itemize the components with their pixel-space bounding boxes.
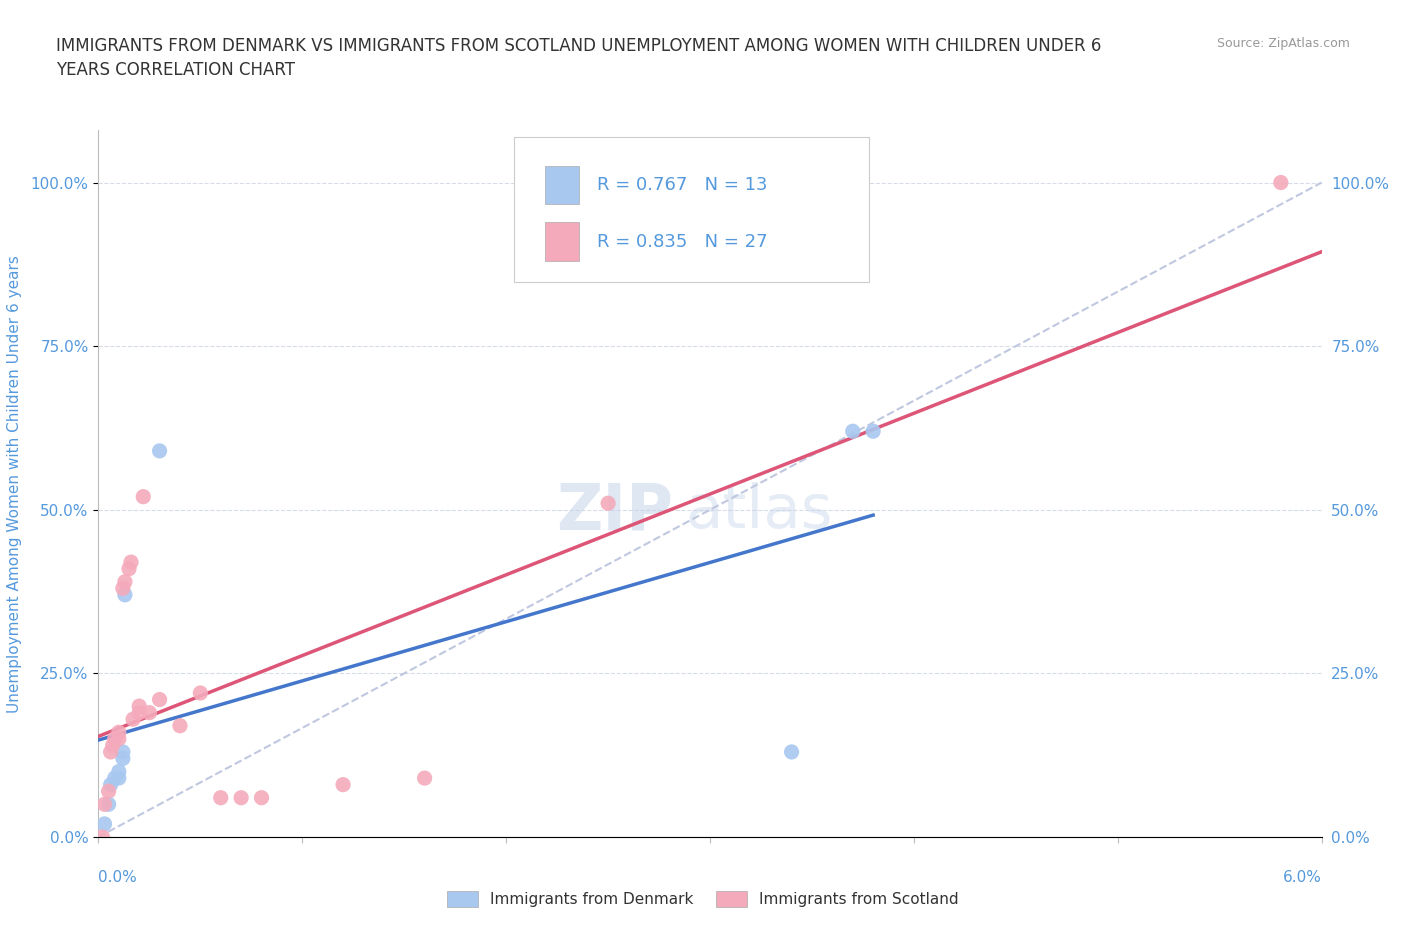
Point	[100, 745, 122, 760]
Point	[93, 797, 115, 812]
Point	[118, 561, 141, 576]
Text: 6.0%: 6.0%	[1282, 870, 1322, 884]
Point	[128, 698, 150, 713]
Text: R = 0.835   N = 27: R = 0.835 N = 27	[598, 232, 768, 251]
Point	[97, 797, 120, 812]
Point	[598, 496, 620, 511]
Point	[780, 745, 803, 760]
Point	[108, 771, 131, 786]
Point	[93, 817, 115, 831]
Point	[111, 581, 134, 596]
Point	[138, 705, 160, 720]
Point	[169, 718, 191, 733]
Point	[100, 777, 122, 792]
Text: IMMIGRANTS FROM DENMARK VS IMMIGRANTS FROM SCOTLAND UNEMPLOYMENT AMONG WOMEN WIT: IMMIGRANTS FROM DENMARK VS IMMIGRANTS FR…	[56, 37, 1102, 79]
FancyBboxPatch shape	[515, 138, 869, 282]
Point	[132, 489, 155, 504]
Text: atlas: atlas	[686, 483, 834, 541]
Point	[97, 784, 120, 799]
Point	[114, 575, 136, 590]
Point	[332, 777, 354, 792]
Legend: Immigrants from Denmark, Immigrants from Scotland: Immigrants from Denmark, Immigrants from…	[441, 884, 965, 913]
Point	[209, 790, 232, 805]
Point	[250, 790, 273, 805]
Y-axis label: Unemployment Among Women with Children Under 6 years: Unemployment Among Women with Children U…	[7, 255, 22, 712]
Point	[108, 731, 131, 746]
Text: Source: ZipAtlas.com: Source: ZipAtlas.com	[1216, 37, 1350, 50]
Point	[149, 692, 172, 707]
Point	[413, 771, 436, 786]
FancyBboxPatch shape	[546, 222, 579, 261]
Point	[108, 724, 131, 739]
Point	[231, 790, 253, 805]
Point	[108, 764, 131, 779]
Point	[111, 751, 134, 766]
Point	[104, 731, 127, 746]
Point	[149, 444, 172, 458]
Point	[122, 711, 145, 726]
Point	[1270, 175, 1292, 190]
Text: R = 0.767   N = 13: R = 0.767 N = 13	[598, 177, 768, 194]
Point	[101, 737, 124, 752]
Point	[91, 830, 114, 844]
Point	[188, 685, 212, 700]
Point	[120, 554, 142, 569]
Text: ZIP: ZIP	[557, 481, 673, 543]
Point	[104, 771, 127, 786]
Point	[114, 588, 136, 603]
Point	[111, 745, 134, 760]
Point	[841, 424, 863, 439]
Point	[128, 705, 150, 720]
Text: 0.0%: 0.0%	[98, 870, 138, 884]
Point	[862, 424, 884, 439]
FancyBboxPatch shape	[546, 166, 579, 205]
